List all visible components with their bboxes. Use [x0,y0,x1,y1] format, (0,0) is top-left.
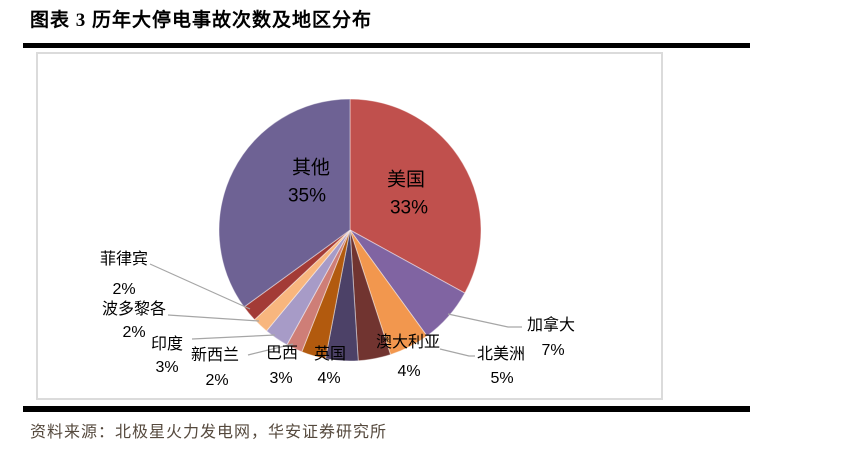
leader-lines-group [149,263,522,357]
slice-label-north-america-name: 北美洲 [476,346,526,363]
slice-label-north-america-pct: 5% [490,370,514,387]
pie-slice-6 [301,229,351,360]
pie-chart-canvas [149,98,522,362]
slice-label-usa-pct: 33% [389,197,429,219]
pie-slice-7 [286,229,351,353]
pie-slice-3 [349,229,428,356]
pie-slice-11 [218,98,351,308]
slice-label-brazil-name: 巴西 [265,345,299,362]
chart-area: 其他 35% 美国 33% 加拿大 7% 北美洲 5% 澳大利亚 4% 英国 4… [36,52,663,400]
slice-label-australia-pct: 4% [397,363,421,380]
slice-label-others-name: 其他 [291,157,331,179]
leader-line-new-zealand [247,343,294,356]
slice-label-australia-name: 澳大利亚 [375,334,441,351]
slice-label-uk-name: 英国 [313,346,347,363]
leader-line-india [191,334,276,340]
pie-slice-10 [243,229,351,321]
slice-label-uk-pct: 4% [317,370,341,387]
source-note: 资料来源：北极星火力发电网，华安证券研究所 [30,424,388,441]
slice-label-india-name: 印度 [150,336,184,353]
pie-slice-1 [349,98,482,294]
slice-label-canada-name: 加拿大 [526,317,576,334]
chart-bottom-divider [23,406,750,412]
slice-label-usa-name: 美国 [386,169,426,191]
slice-label-canada-pct: 7% [541,342,565,359]
slice-label-philippines-pct: 2% [112,281,136,298]
pie-slice-5 [324,229,359,362]
pie-slice-9 [253,229,351,332]
slice-label-new-zealand-pct: 2% [205,372,229,389]
slice-label-philippines-name: 菲律宾 [99,251,149,268]
figure-title: 图表 3 历年大停电事故次数及地区分布 [30,10,373,31]
pie-slice-2 [349,229,466,337]
slice-label-new-zealand-name: 新西兰 [190,347,240,364]
title-divider [23,43,750,48]
pie-slice-4 [349,229,392,362]
pie-slices-group [218,98,482,362]
slice-label-brazil-pct: 3% [269,370,293,387]
leader-line-puerto-rico [167,314,260,322]
slice-label-puerto-rico-pct: 2% [122,324,146,341]
leader-line-north-america [439,348,475,357]
pie-slice-8 [265,229,351,346]
slice-label-puerto-rico-name: 波多黎各 [101,301,167,318]
leader-line-canada [447,313,522,328]
slice-label-others-pct: 35% [287,185,327,207]
leader-line-philippines [149,263,251,310]
slice-label-india-pct: 3% [155,359,179,376]
